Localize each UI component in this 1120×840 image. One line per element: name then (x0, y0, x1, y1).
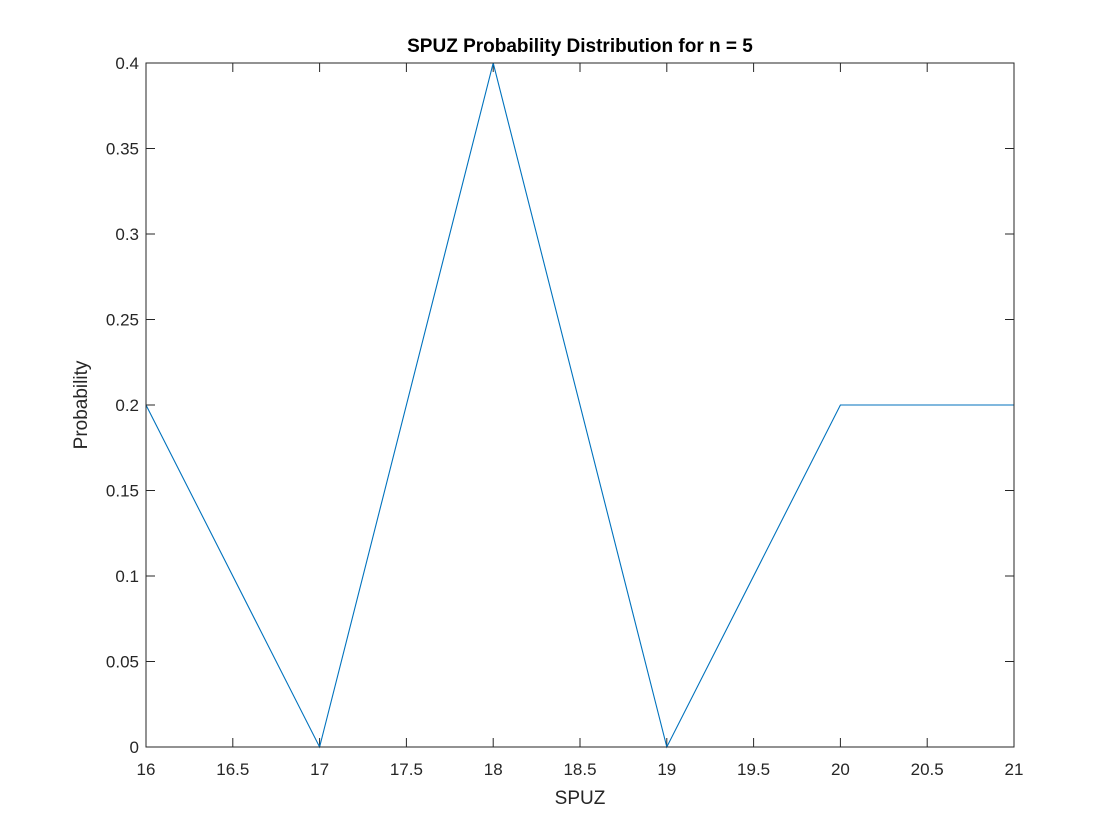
series-line (145, 62, 1014, 749)
x-tick-group: 16 16.5 17 17.5 18 18.5 19 19.5 20 20.5 21 (137, 63, 1024, 779)
y-axis-label: Probability (71, 360, 92, 449)
x-tick-label: 17.5 (390, 760, 423, 779)
y-tick-label: 0.25 (106, 311, 139, 330)
x-axis-label: SPUZ (555, 788, 606, 809)
y-tick-label: 0.3 (115, 225, 139, 244)
x-tick-label: 20.5 (911, 760, 944, 779)
x-tick-label: 19.5 (737, 760, 770, 779)
chart-title: SPUZ Probability Distribution for n = 5 (407, 36, 753, 57)
x-tick-label: 18 (484, 760, 503, 779)
axes-box (145, 62, 1015, 748)
y-tick-label: 0.15 (106, 482, 139, 501)
y-tick-label: 0.05 (106, 653, 139, 672)
x-tick-label: 17 (310, 760, 329, 779)
y-tick-group: 0 0.05 0.1 0.15 0.2 0.25 0.3 0.35 0.4 (106, 54, 1014, 757)
x-tick-label: 16 (137, 760, 156, 779)
y-tick-label: 0.4 (115, 54, 139, 73)
y-tick-label: 0.1 (115, 567, 139, 586)
x-tick-label: 21 (1005, 760, 1024, 779)
y-tick-label: 0 (130, 738, 139, 757)
y-tick-label: 0.35 (106, 140, 139, 159)
y-tick-label: 0.2 (115, 396, 139, 415)
x-tick-label: 16.5 (216, 760, 249, 779)
x-tick-label: 20 (831, 760, 850, 779)
x-tick-label: 19 (657, 760, 676, 779)
x-tick-label: 18.5 (563, 760, 596, 779)
